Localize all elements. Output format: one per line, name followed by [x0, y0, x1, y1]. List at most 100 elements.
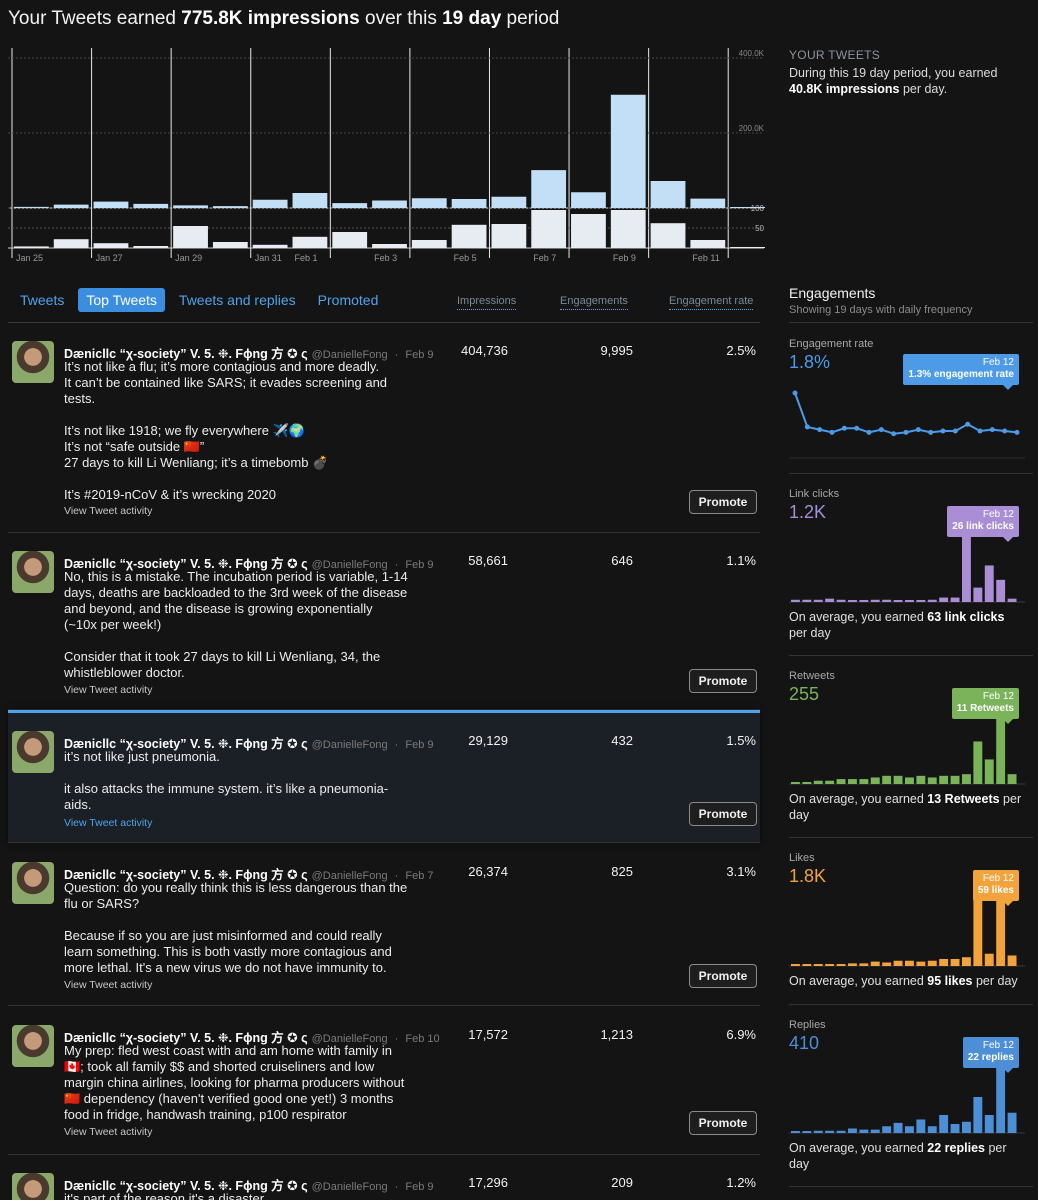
tweet-row[interactable]: Dænicllc “χ-society” V. 5. ❉. Fɸng 方 ✪ ς… [8, 1007, 760, 1155]
tweet-date: Feb 9 [405, 739, 434, 751]
author-name: Dænicllc “χ-society” V. 5. ❉. Fɸng 方 ✪ ς [64, 868, 308, 882]
data-point [817, 427, 823, 433]
engagement-bar [802, 782, 812, 784]
engagements-bar [93, 243, 129, 248]
engagement-bar [950, 775, 960, 784]
x-tick-label: Feb 5 [454, 253, 477, 263]
engagement-bar [996, 712, 1006, 784]
engagements-bar [491, 224, 527, 248]
engagement-bar [848, 779, 857, 784]
data-point [829, 429, 835, 435]
promote-button[interactable]: Promote [689, 490, 757, 514]
engagement-bar [962, 1121, 971, 1133]
tweet-impressions: 29,129 [468, 733, 508, 748]
author-name: Dænicllc “χ-society” V. 5. ❉. Fɸng 方 ✪ ς [64, 1179, 308, 1193]
author-handle: @DanielleFong [311, 739, 388, 751]
tweet-impressions: 404,736 [461, 343, 508, 358]
impressions-bar [451, 199, 487, 208]
tweet-row[interactable]: Dænicllc “χ-society” V. 5. ❉. Fɸng 方 ✪ ς… [8, 1155, 760, 1200]
engagement-bar [905, 777, 914, 784]
engagement-bar [791, 964, 800, 966]
tab-promoted[interactable]: Promoted [317, 292, 379, 308]
engagement-bar [950, 958, 960, 966]
link-clicks-card: Link clicks 1.2K Feb 12 26 link clicks On… [789, 488, 1029, 658]
engagement-bar [859, 779, 869, 784]
tweet-header: Dænicllc “χ-society” V. 5. ❉. Fɸng 方 ✪ ς… [64, 557, 434, 571]
column-header-engagement-rate[interactable]: Engagement rate [669, 295, 754, 310]
engagement-bar [996, 894, 1006, 966]
y-tick-label: 100 [751, 204, 765, 213]
view-tweet-activity-link[interactable]: View Tweet activity [64, 1126, 153, 1138]
engagement-bar [1007, 598, 1017, 602]
tweet-row-highlighted[interactable]: Dænicllc “χ-society” V. 5. ❉. Fɸng 方 ✪ ς… [8, 710, 760, 843]
impressions-bar [372, 200, 407, 208]
tweet-row[interactable]: Dænicllc “χ-society” V. 5. ❉. Fɸng 方 ✪ ς… [8, 533, 760, 710]
engagement-bar [825, 964, 835, 966]
promote-button[interactable]: Promote [689, 964, 757, 988]
view-tweet-activity-link[interactable]: View Tweet activity [64, 505, 153, 517]
engagement-bar [916, 1119, 926, 1133]
engagements-bar [451, 224, 487, 248]
author-name: Dænicllc “χ-society” V. 5. ❉. Fɸng 方 ✪ ς [64, 737, 308, 751]
y-tick-label: 200.0K [739, 124, 765, 133]
view-tweet-activity-link[interactable]: View Tweet activity [64, 817, 153, 829]
card-value: 410 [789, 1033, 820, 1053]
engagement-bar [882, 962, 892, 966]
tweet-engagement-rate: 3.1% [726, 864, 756, 879]
promote-button[interactable]: Promote [689, 802, 757, 826]
panel-divider [789, 1186, 1033, 1187]
promote-button[interactable]: Promote [689, 1111, 757, 1135]
view-tweet-activity-link[interactable]: View Tweet activity [64, 979, 153, 991]
engagement-bar [791, 782, 800, 784]
engagement-bar [825, 1130, 835, 1133]
tab-tweets-and-replies[interactable]: Tweets and replies [178, 292, 296, 308]
tweet-row[interactable]: Dænicllc “χ-society” V. 5. ❉. Fɸng 方 ✪ ς… [8, 323, 760, 533]
avatar [12, 551, 54, 593]
data-point [866, 429, 872, 435]
impressions-chart: 400.0K 200.0K 100 50 Jan 25 Jan 27 Jan 29 Jan 3… [8, 48, 768, 268]
tweet-header: Dænicllc “χ-society” V. 5. ❉. Fɸng 方 ✪ ς… [64, 1031, 440, 1045]
data-point [989, 427, 995, 433]
tweet-engagement-rate: 2.5% [726, 343, 756, 358]
x-tick-label: Feb 7 [533, 253, 556, 263]
engagement-bar [927, 599, 937, 602]
author-handle: @DanielleFong [311, 559, 388, 571]
impressions-bar [93, 201, 129, 208]
tab-tweets[interactable]: Tweets [20, 292, 65, 308]
engagement-bar [916, 961, 926, 966]
engagements-bar [571, 214, 606, 248]
promote-button[interactable]: Promote [689, 669, 757, 693]
data-point [915, 427, 921, 433]
avatar [12, 1025, 54, 1067]
column-header-impressions[interactable]: Impressions [457, 295, 517, 310]
tweet-header: Dænicllc “χ-society” V. 5. ❉. Fɸng 方 ✪ ς… [64, 347, 434, 361]
engagements-bar [212, 242, 248, 248]
engagements-bar [650, 223, 686, 248]
tab-top-tweets[interactable]: Top Tweets [78, 288, 165, 312]
y-tick-label: 400.0K [739, 49, 765, 58]
your-tweets-label: YOUR TWEETS [789, 48, 881, 62]
tweet-impressions: 17,572 [468, 1027, 508, 1042]
tweet-row[interactable]: Dænicllc “χ-society” V. 5. ❉. Fɸng 方 ✪ ς… [8, 844, 760, 1006]
view-tweet-activity-link[interactable]: View Tweet activity [64, 684, 153, 696]
engagements-bar [53, 239, 89, 248]
data-point [940, 428, 946, 434]
impressions-bar [14, 206, 49, 208]
tweet-engagements: 1,213 [600, 1027, 633, 1042]
engagement-bar [825, 598, 835, 602]
author-handle: @DanielleFong [311, 1181, 388, 1193]
author-handle: @DanielleFong [311, 349, 388, 361]
chart-tooltip: Feb 12 26 link clicks [947, 506, 1019, 542]
your-tweets-summary: YOUR TWEETS During this 19 day period, y… [789, 48, 1029, 97]
column-header-engagements[interactable]: Engagements [560, 295, 628, 310]
impressions-bar [411, 198, 447, 208]
period-length: 19 day [442, 8, 502, 29]
x-tick-label: Feb 11 [692, 253, 719, 263]
impressions-bar [332, 203, 368, 208]
engagement-bar [996, 579, 1006, 602]
engagement-bar [836, 1130, 846, 1133]
card-average-text: On average, you earned 22 replies per da… [789, 1141, 1007, 1171]
engagements-title: Engagements [789, 285, 876, 301]
engagement-rate-card: Engagement rate 1.8% Feb 12 1.3% engageme… [789, 338, 1029, 468]
card-label: Retweets [789, 670, 835, 682]
